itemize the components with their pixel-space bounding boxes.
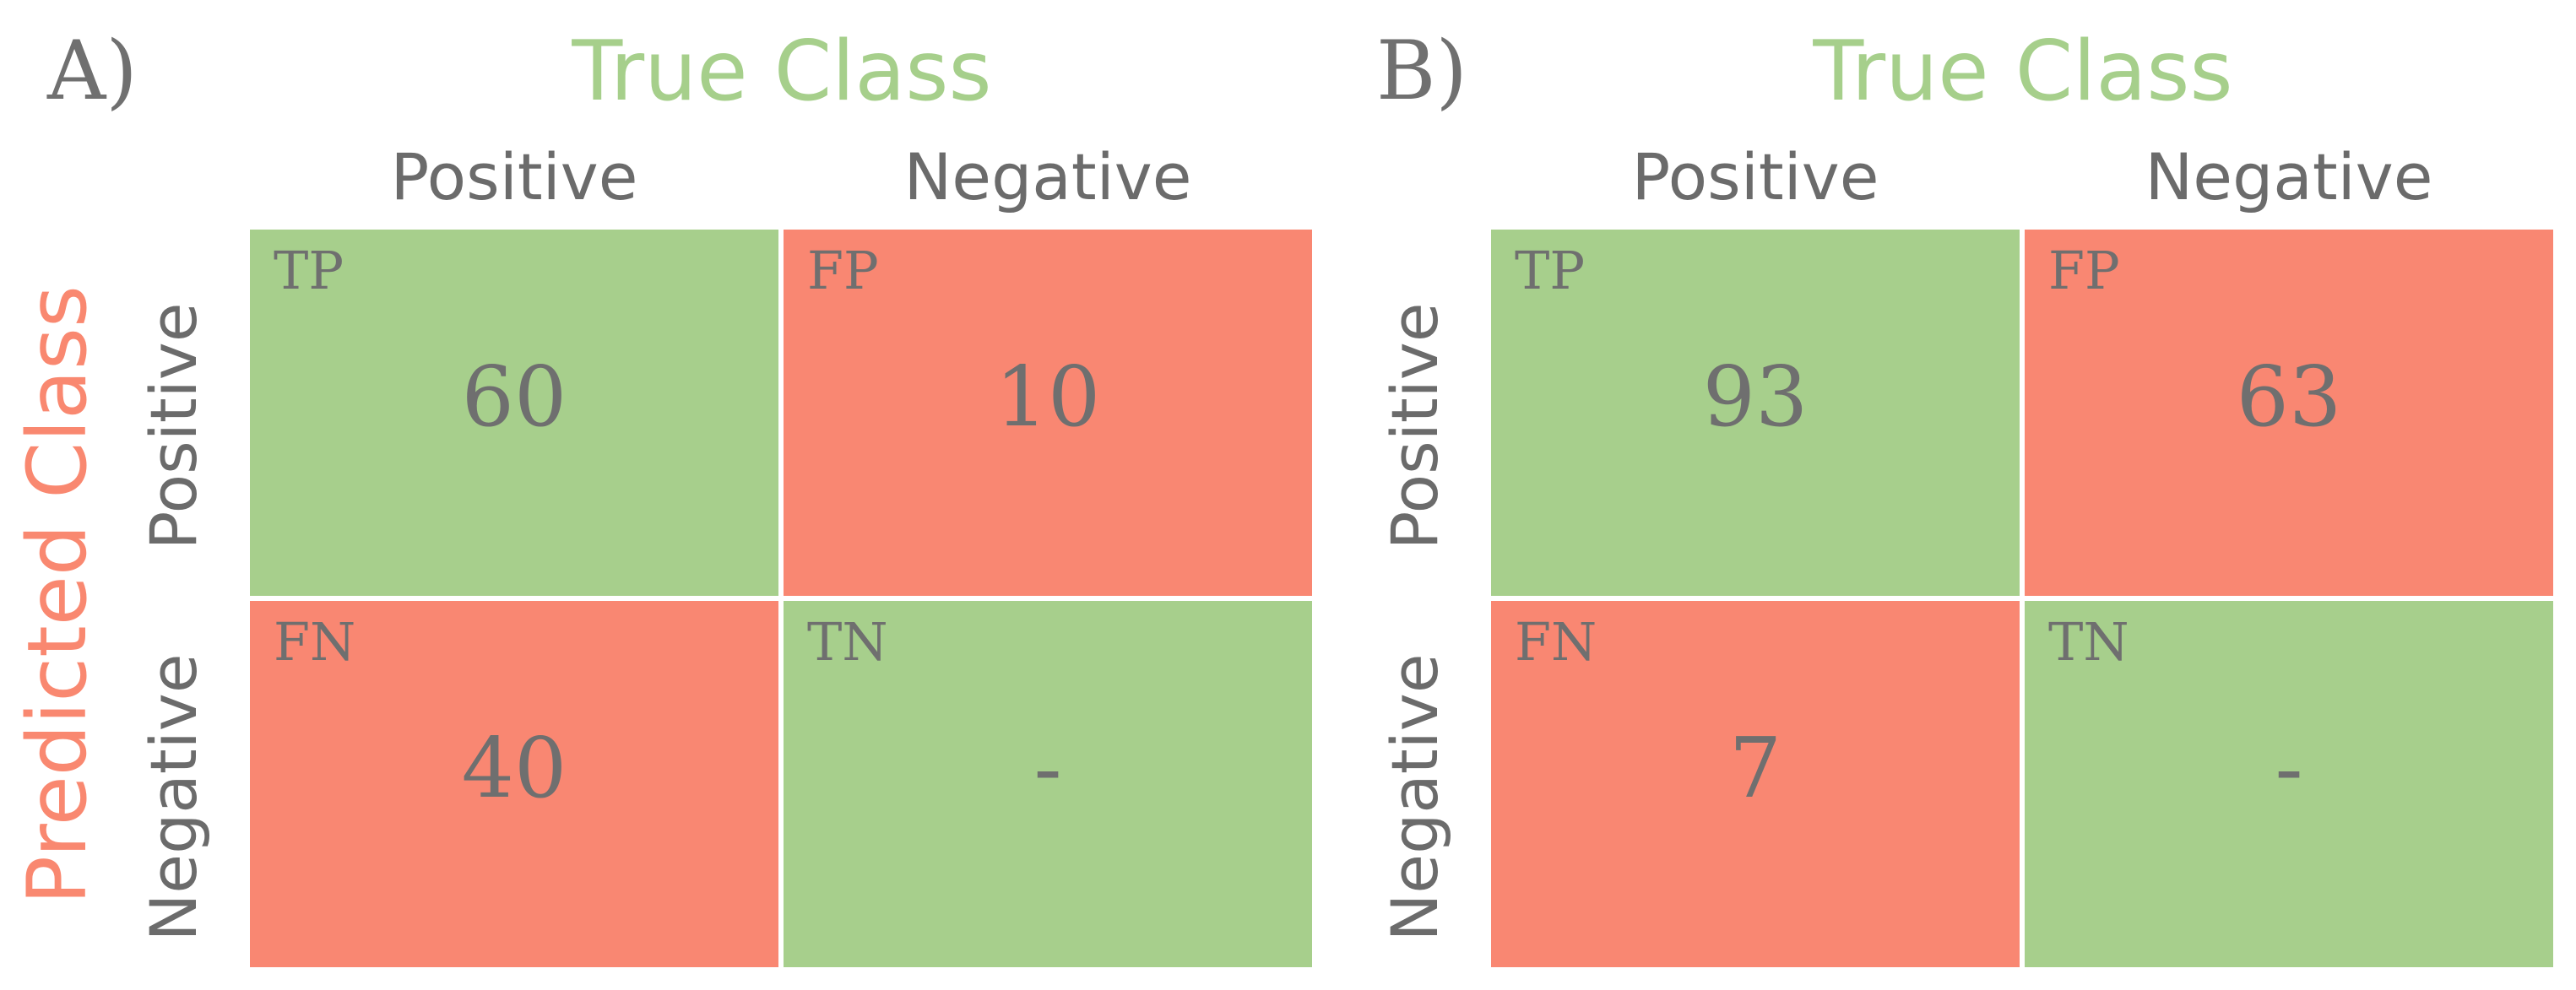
cell-tag: FP xyxy=(807,240,879,301)
row-label-positive: Positive xyxy=(136,302,211,550)
cell-value: 40 xyxy=(461,721,567,817)
panel-label: A) xyxy=(47,24,138,118)
cell-false-positive: FP 63 xyxy=(2025,230,2553,596)
column-label-positive: Positive xyxy=(1631,139,1879,214)
cell-tag: TP xyxy=(274,240,344,301)
confusion-matrix-b: B) True Class Positive Negative Positive… xyxy=(1241,0,2576,990)
cell-true-positive: TP 93 xyxy=(1491,230,2020,596)
cell-tag: FP xyxy=(2048,240,2120,301)
cell-false-negative: FN 7 xyxy=(1491,601,2020,967)
cell-tag: TN xyxy=(807,611,888,673)
cell-value: 7 xyxy=(1728,721,1782,817)
cell-value: - xyxy=(1033,721,1062,817)
cell-value: 63 xyxy=(2236,349,2342,446)
panel-label: B) xyxy=(1376,24,1467,118)
row-label-positive: Positive xyxy=(1377,302,1452,550)
row-label-negative: Negative xyxy=(1377,653,1452,942)
cell-tag: FN xyxy=(274,611,356,673)
column-label-negative: Negative xyxy=(903,139,1192,214)
cell-value: 93 xyxy=(1702,349,1809,446)
column-label-positive: Positive xyxy=(390,139,638,214)
cell-value: 60 xyxy=(461,349,567,446)
cell-tag: TP xyxy=(1515,240,1586,301)
cell-true-negative: TN - xyxy=(2025,601,2553,967)
true-class-title: True Class xyxy=(572,24,992,120)
predicted-class-title: Predicted Class xyxy=(10,285,105,905)
cell-value: - xyxy=(2275,721,2303,817)
cell-value: 10 xyxy=(995,349,1101,446)
cell-true-negative: TN - xyxy=(784,601,1312,967)
row-label-negative: Negative xyxy=(136,653,211,942)
column-label-negative: Negative xyxy=(2145,139,2433,214)
cell-tag: TN xyxy=(2048,611,2129,673)
confusion-matrix-a: A) True Class Positive Negative Predicte… xyxy=(10,24,1312,967)
true-class-title: True Class xyxy=(1813,24,2233,120)
cell-true-positive: TP 60 xyxy=(250,230,778,596)
cell-tag: FN xyxy=(1515,611,1597,673)
cell-false-positive: FP 10 xyxy=(784,230,1312,596)
cell-false-negative: FN 40 xyxy=(250,601,778,967)
